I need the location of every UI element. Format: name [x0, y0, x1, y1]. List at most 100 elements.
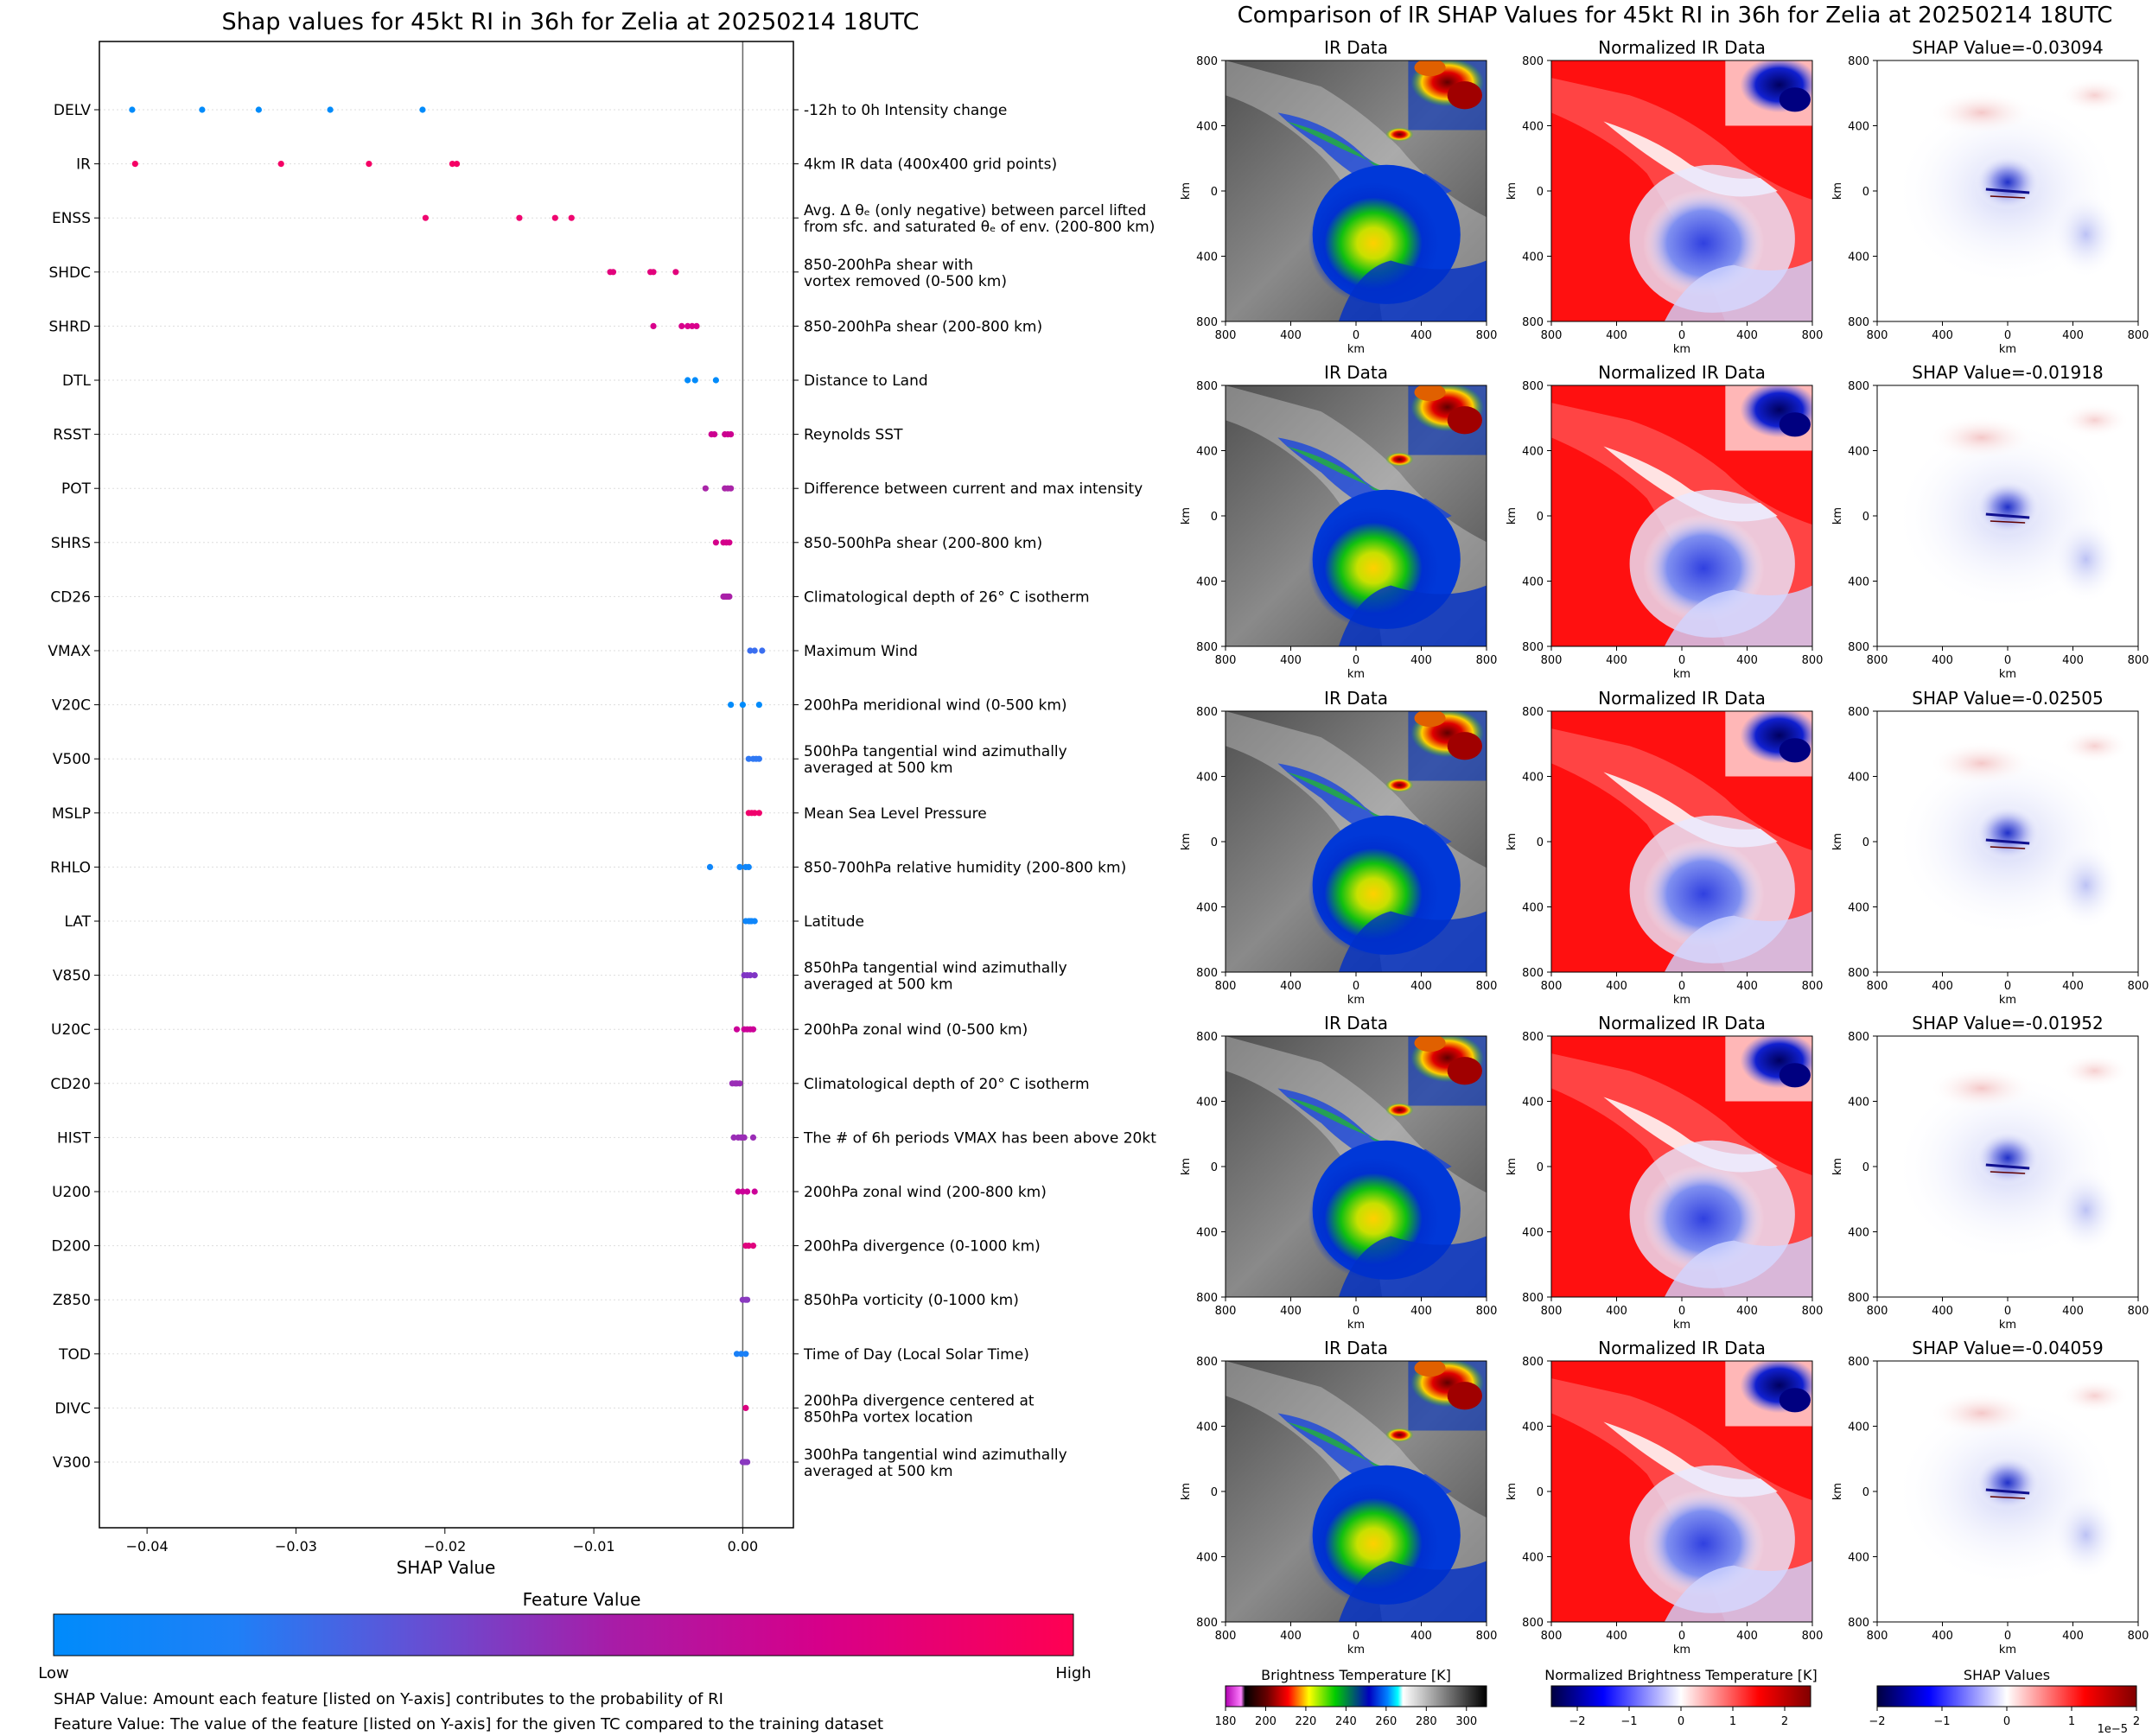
ir-data-image — [1226, 60, 1487, 321]
img-x-axis-label: km — [1347, 1319, 1365, 1332]
feature-label-divc: DIVC — [54, 1400, 91, 1417]
shap-point-delv — [327, 106, 334, 113]
img-x-axis-label: km — [1673, 1319, 1690, 1332]
normalized-ir-title: Normalized IR Data — [1598, 1338, 1766, 1358]
shap-point-enss — [516, 214, 523, 221]
img-y-tick-label: 400 — [1848, 1421, 1869, 1434]
img-x-tick-label: 400 — [1932, 654, 1953, 667]
x-tick-label: −0.02 — [423, 1538, 466, 1555]
img-y-tick-label: 400 — [1522, 446, 1544, 459]
img-y-tick-label: 0 — [1537, 836, 1544, 849]
feature-desc-v500: 500hPa tangential wind azimuthally — [804, 743, 1067, 760]
feature-desc-shdc: vortex removed (0-500 km) — [804, 273, 1007, 290]
shap-point-v850 — [751, 972, 758, 979]
shap-point-vmax — [751, 647, 758, 654]
ir-data-title: IR Data — [1324, 1338, 1388, 1358]
shap-map-image — [1877, 385, 2138, 646]
img-x-tick-label: 800 — [1802, 329, 1824, 342]
img-x-tick-label: 800 — [2128, 329, 2149, 342]
img-x-tick-label: 800 — [2128, 1630, 2149, 1643]
img-y-tick-label: 0 — [1211, 186, 1218, 199]
colorbar-tick-label: 240 — [1335, 1715, 1357, 1728]
img-x-tick-label: 400 — [2062, 654, 2084, 667]
feature-desc-shrd: 850-200hPa shear (200-800 km) — [804, 318, 1042, 335]
feature-label-dtl: DTL — [62, 372, 91, 390]
shap-point-tod — [733, 1351, 741, 1358]
feature-label-pot: POT — [61, 480, 92, 498]
shap-point-rsst — [711, 431, 718, 438]
img-x-tick-label: 400 — [1932, 1630, 1953, 1643]
shap-point-tod — [738, 1351, 745, 1358]
shap-point-shdc — [672, 269, 679, 276]
img-x-tick-label: 800 — [1476, 980, 1498, 993]
shap-point-divc — [742, 1404, 749, 1411]
feature-desc-rhlo: 850-700hPa relative humidity (200-800 km… — [804, 859, 1126, 876]
img-y-axis-label: km — [1180, 182, 1193, 200]
img-y-tick-label: 400 — [1196, 902, 1218, 915]
shap-point-v300 — [743, 1459, 751, 1466]
feature-desc-v500: averaged at 500 km — [804, 760, 953, 777]
shap-map-image — [1877, 60, 2138, 321]
img-x-tick-label: 800 — [1802, 1305, 1824, 1318]
img-y-tick-label: 0 — [1537, 186, 1544, 199]
img-x-axis-label: km — [1673, 343, 1690, 356]
feature-label-v500: V500 — [53, 751, 91, 768]
norm-colorbar-title: Normalized Brightness Temperature [K] — [1544, 1667, 1818, 1683]
feature-desc-lat: Latitude — [804, 913, 864, 931]
ir-data-title: IR Data — [1324, 362, 1388, 383]
img-x-tick-label: 800 — [1541, 1305, 1563, 1318]
img-y-tick-label: 400 — [1848, 772, 1869, 785]
img-x-tick-label: 400 — [1606, 1630, 1627, 1643]
img-y-tick-label: 400 — [1196, 1097, 1218, 1110]
feature-labels: DELV IR ENSS SHDC SHRD DTL RSST POT SHRS CD26 VMAX… — [48, 102, 91, 1472]
feature-label-lat: LAT — [64, 913, 91, 931]
img-y-tick-label: 0 — [1862, 1161, 1869, 1174]
colorbar-tick-label: 2 — [2133, 1715, 2140, 1728]
normalized-ir-image — [1551, 711, 1812, 972]
summary-title: Shap values for 45kt RI in 36h for Zelia… — [222, 9, 920, 35]
img-y-tick-label: 800 — [1196, 380, 1218, 393]
img-x-tick-label: 800 — [2128, 980, 2149, 993]
img-x-tick-label: 0 — [2004, 1630, 2011, 1643]
ir-data-title: IR Data — [1324, 1013, 1388, 1033]
feature-label-tod: TOD — [58, 1346, 91, 1364]
img-x-tick-label: 400 — [1606, 329, 1627, 342]
x-axis-ticks: −0.04 −0.03 −0.02 −0.01 0.00 — [126, 1528, 759, 1555]
ir-panel-grid: IR Data80080040040000400400800800kmkmNor… — [1180, 37, 2149, 1657]
img-x-axis-label: km — [1999, 1319, 2016, 1332]
img-y-tick-label: 800 — [1848, 967, 1869, 980]
shap-point-enss — [422, 214, 429, 221]
img-x-axis-label: km — [1347, 994, 1365, 1007]
ir-data-image — [1226, 711, 1487, 972]
img-y-tick-label: 0 — [1211, 1161, 1218, 1174]
img-y-tick-label: 400 — [1196, 1227, 1218, 1240]
img-x-tick-label: 400 — [1736, 1630, 1758, 1643]
shap-point-v500 — [755, 755, 762, 762]
img-y-tick-label: 400 — [1848, 576, 1869, 589]
feature-label-shrd: SHRD — [49, 318, 91, 335]
img-x-tick-label: 800 — [1541, 329, 1563, 342]
img-x-tick-label: 0 — [1353, 1630, 1359, 1643]
img-x-tick-label: 400 — [1736, 329, 1758, 342]
feature-desc-z850: 850hPa vorticity (0-1000 km) — [804, 1292, 1019, 1309]
img-y-tick-label: 800 — [1522, 1356, 1544, 1369]
x-tick-label: 0.00 — [728, 1538, 759, 1555]
img-x-tick-label: 800 — [1215, 980, 1237, 993]
normalized-ir-title: Normalized IR Data — [1598, 37, 1766, 58]
img-x-tick-label: 800 — [1867, 654, 1888, 667]
img-x-tick-label: 400 — [1280, 329, 1302, 342]
shap-point-u20c — [749, 1026, 757, 1033]
img-y-tick-label: 800 — [1522, 706, 1544, 719]
brightness-temperature-colorbar: Brightness Temperature [K] 180 200 220 240 2… — [1215, 1667, 1487, 1728]
feature-value-colorbar — [53, 1613, 1074, 1657]
shap-map-image — [1877, 1036, 2138, 1297]
img-y-tick-label: 800 — [1196, 641, 1218, 654]
shap-colorbar: SHAP Values −2 −1 0 1 2 1e−5 — [1869, 1667, 2140, 1736]
shap-value-title: SHAP Value=-0.01918 — [1912, 362, 2103, 383]
shap-colorbar-title: SHAP Values — [1964, 1667, 2050, 1683]
img-y-tick-label: 800 — [1848, 706, 1869, 719]
feature-label-rsst: RSST — [53, 427, 91, 444]
shap-point-shrd — [650, 322, 657, 329]
img-y-tick-label: 800 — [1522, 380, 1544, 393]
